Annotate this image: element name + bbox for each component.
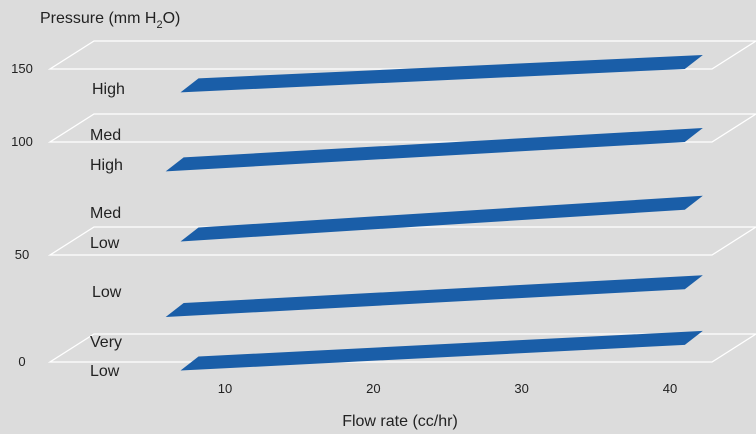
- x-tick-label: 30: [514, 381, 528, 396]
- band-label-1-line2: High: [90, 157, 123, 174]
- y-axis-title: Pressure (mm H2O): [40, 10, 180, 31]
- band-high: [180, 55, 703, 93]
- x-tick-label: 40: [663, 381, 677, 396]
- y-tick-label: 0: [18, 354, 25, 369]
- x-axis-title: Flow rate (cc/hr): [342, 413, 458, 430]
- band-label-4-line2: Low: [90, 363, 120, 380]
- band-very-low: [180, 330, 703, 371]
- y-tick-label: 50: [15, 247, 29, 262]
- pressure-plane-50: [47, 226, 756, 256]
- band-label-2-line2: Low: [90, 235, 120, 252]
- band-label-2-line1: Med: [90, 205, 121, 222]
- x-ticks-layer: 10 20 30 40: [218, 381, 677, 396]
- band-label-4-line1: Very: [90, 334, 122, 351]
- band-med-low: [180, 195, 703, 242]
- band-labels-layer: High Med High Med Low Low Very Low: [90, 81, 125, 380]
- band-label-0-line1: High: [92, 81, 125, 98]
- y-tick-label: 150: [11, 61, 33, 76]
- pressure-plane-0: [47, 333, 756, 363]
- band-label-1-line1: Med: [90, 127, 121, 144]
- x-tick-label: 10: [218, 381, 232, 396]
- y-tick-label: 100: [11, 134, 33, 149]
- band-label-3-line1: Low: [92, 284, 122, 301]
- band-med-high: [165, 128, 703, 172]
- bands-layer: [165, 55, 703, 371]
- band-low: [165, 275, 703, 318]
- x-tick-label: 20: [366, 381, 380, 396]
- y-ticks-layer: 150 100 50 0: [11, 61, 33, 369]
